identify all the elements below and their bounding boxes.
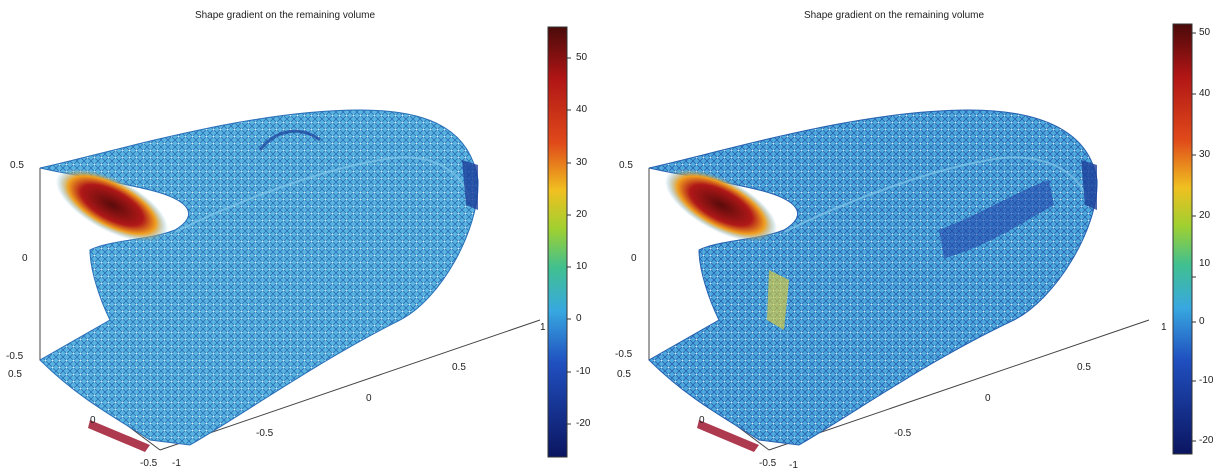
colorbar-tick: 40: [576, 104, 588, 115]
colorbar-tick: 20: [1199, 210, 1211, 221]
colorbar-tick: 40: [1199, 88, 1211, 99]
x-axis-tick: -1: [172, 458, 181, 469]
x-axis-tick: 0: [985, 393, 991, 404]
y-axis-tick: -0.5: [759, 458, 777, 469]
y-axis-tick: -0.5: [140, 458, 158, 469]
colorbar-tick: 10: [576, 261, 588, 272]
x-axis-tick: 0: [366, 393, 372, 404]
x-axis-tick: -1: [789, 460, 798, 471]
x-axis-line: [159, 319, 541, 451]
x-axis-tick: 1: [540, 322, 546, 333]
z-axis-tick: 0: [22, 253, 28, 264]
hot-spot: [55, 167, 169, 243]
plot-panel-right: Shape gradient on the remaining volume: [609, 0, 1218, 473]
z-axis-tick: 0: [631, 253, 637, 264]
colorbar-tick: 20: [576, 209, 588, 220]
y-axis-tick: 0.5: [8, 369, 22, 380]
z-axis-tick: -0.5: [6, 351, 24, 362]
mesh-surface: [39, 109, 479, 446]
x-axis-line: [768, 319, 1150, 451]
colorbar-tick: 50: [1199, 27, 1211, 38]
hot-spot: [664, 167, 778, 243]
mesh-surface: [648, 109, 1098, 446]
mesh-surface-plot: [648, 23, 1196, 455]
colorbar: [1172, 23, 1193, 455]
colorbar: [547, 26, 568, 458]
colorbar-tick: 50: [576, 52, 588, 63]
x-axis-tick: 0.5: [452, 362, 466, 373]
x-axis-tick: 0.5: [1077, 362, 1091, 373]
z-axis-tick: 0.5: [619, 160, 633, 171]
plot-panel-left: Shape gradient on the remaining volume: [6, 10, 591, 469]
plot-title: Shape gradient on the remaining volume: [803, 10, 985, 21]
colorbar-tick: 0: [576, 313, 582, 324]
colorbar-tick: 10: [1199, 258, 1211, 269]
plot-title: Shape gradient on the remaining volume: [194, 10, 376, 21]
x-axis-tick: -0.5: [894, 428, 912, 439]
z-axis-tick: -0.5: [615, 349, 633, 360]
mesh-surface-plot: [39, 26, 571, 458]
x-axis-tick: 1: [1161, 322, 1167, 333]
colorbar-tick: 0: [1199, 316, 1205, 327]
y-axis-tick: 0: [699, 415, 705, 426]
x-axis-tick: -0.5: [256, 428, 274, 439]
colorbar-tick: 30: [1199, 149, 1211, 160]
colorbar-tick: -10: [1199, 375, 1214, 386]
colorbar-tick: -10: [576, 366, 591, 377]
colorbar-tick: -20: [1199, 435, 1214, 446]
colorbar-tick: 30: [576, 157, 588, 168]
y-axis-tick: 0.5: [617, 369, 631, 380]
y-axis-tick: 0: [90, 415, 96, 426]
z-axis-tick: 0.5: [10, 160, 24, 171]
colorbar-tick: -20: [576, 418, 591, 429]
